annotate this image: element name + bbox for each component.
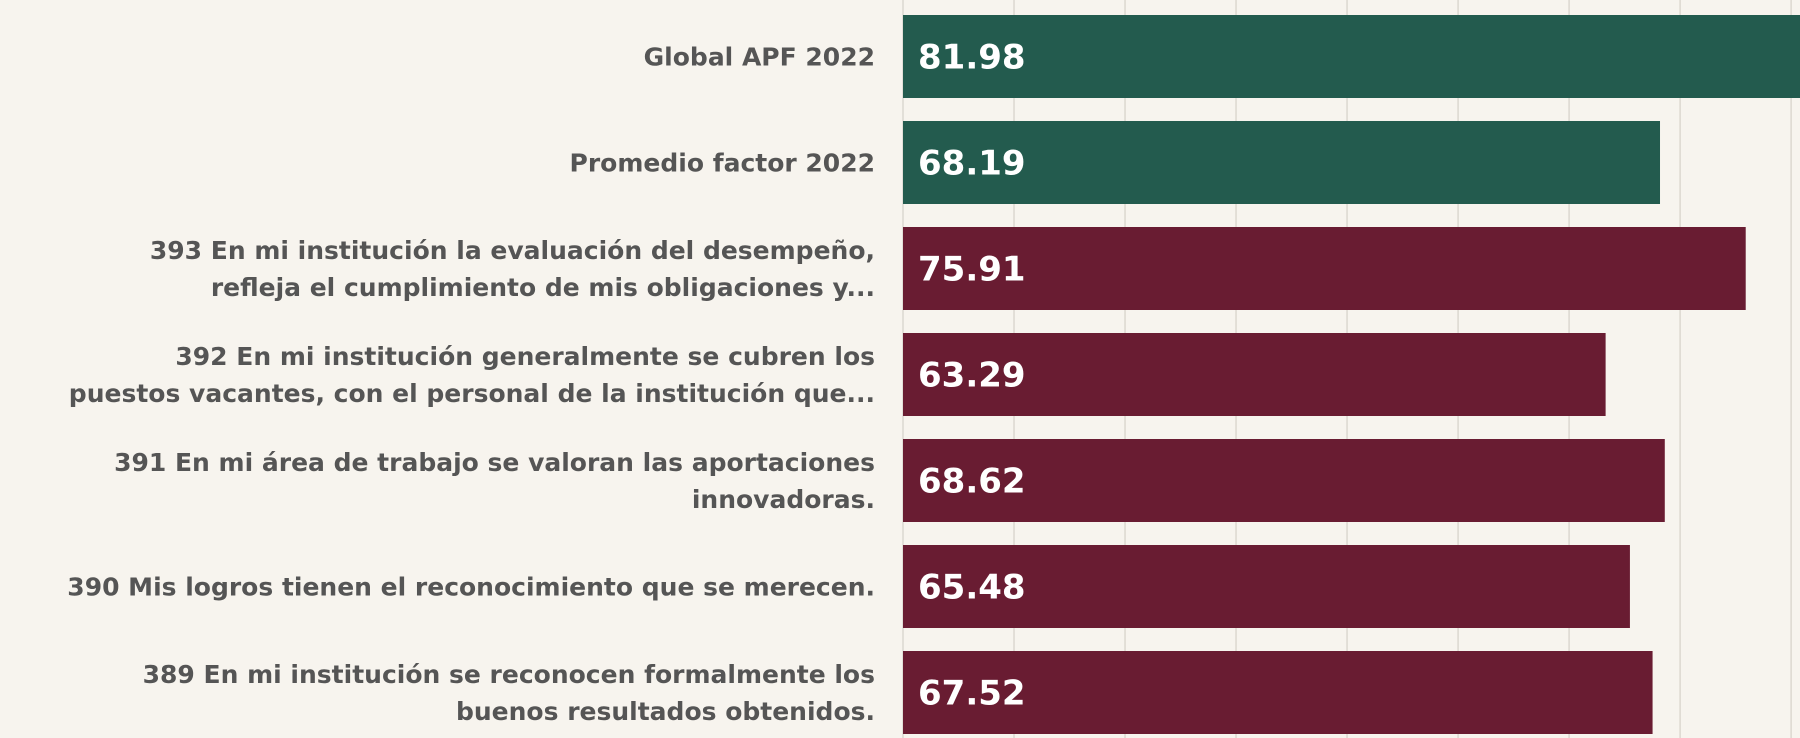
category-label: 392 En mi institución generalmente se cu…	[175, 342, 875, 371]
value-label: 68.62	[918, 462, 1026, 502]
value-label: 63.29	[918, 356, 1026, 396]
bar	[903, 15, 1800, 98]
category-label: 393 En mi institución la evaluación del …	[150, 236, 875, 265]
category-label: innovadoras.	[692, 485, 875, 514]
category-label: 391 En mi área de trabajo se valoran las…	[114, 448, 875, 477]
category-label: refleja el cumplimiento de mis obligacio…	[211, 273, 875, 302]
category-label: Promedio factor 2022	[570, 149, 875, 178]
category-label: 390 Mis logros tienen el reconocimiento …	[67, 573, 875, 602]
value-label: 67.52	[918, 674, 1026, 714]
value-label: 65.48	[918, 568, 1026, 608]
category-label: 389 En mi institución se reconocen forma…	[143, 660, 875, 689]
value-label: 68.19	[918, 144, 1026, 184]
bar	[903, 545, 1630, 628]
category-label: Global APF 2022	[644, 43, 875, 72]
value-label: 81.98	[918, 38, 1026, 78]
category-label: puestos vacantes, con el personal de la …	[69, 379, 875, 408]
value-label: 75.91	[918, 250, 1026, 290]
category-label: buenos resultados obtenidos.	[456, 697, 875, 726]
bar	[903, 227, 1746, 310]
bar	[903, 333, 1606, 416]
bar	[903, 439, 1665, 522]
bar	[903, 121, 1661, 204]
bar	[903, 651, 1653, 734]
